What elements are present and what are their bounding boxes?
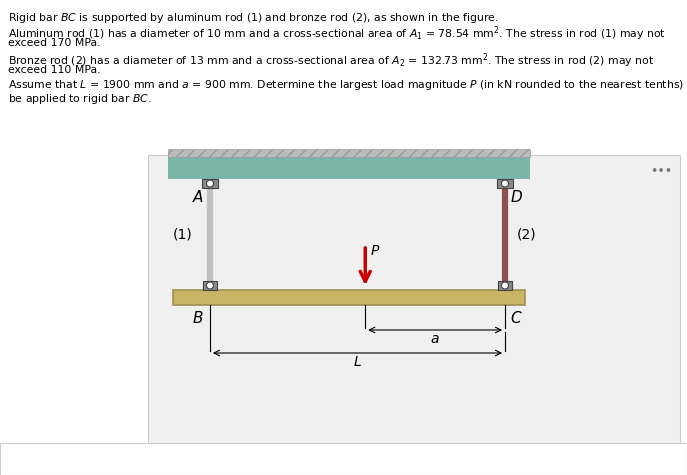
Bar [173, 290, 525, 305]
Text: Rigid bar $BC$ is supported by aluminum rod (1) and bronze rod (2), as shown in : Rigid bar $BC$ is supported by aluminum … [8, 11, 499, 25]
Bar [0, 443, 687, 475]
Text: •••: ••• [650, 165, 672, 178]
Text: Aluminum rod (1) has a diameter of 10 mm and a cross-sectional area of $A_1$ = 7: Aluminum rod (1) has a diameter of 10 mm… [8, 25, 666, 43]
Circle shape [502, 180, 508, 187]
FancyBboxPatch shape [497, 179, 513, 188]
Text: exceed 110 MPa.: exceed 110 MPa. [8, 65, 100, 75]
Text: $D$: $D$ [510, 189, 523, 205]
Text: exceed 170 MPa.: exceed 170 MPa. [8, 38, 100, 48]
FancyBboxPatch shape [203, 281, 217, 290]
FancyBboxPatch shape [498, 281, 512, 290]
Circle shape [502, 282, 508, 289]
Text: $P$: $P$ [370, 244, 381, 258]
Text: Bronze rod (2) has a diameter of 13 mm and a cross-sectional area of $A_2$ = 132: Bronze rod (2) has a diameter of 13 mm a… [8, 51, 654, 70]
Bar [168, 149, 530, 157]
Text: (1): (1) [172, 228, 192, 241]
Text: be applied to rigid bar $BC$.: be applied to rigid bar $BC$. [8, 92, 152, 106]
FancyBboxPatch shape [202, 179, 218, 188]
Bar [168, 157, 530, 179]
Text: $B$: $B$ [192, 310, 204, 326]
Circle shape [207, 180, 214, 187]
Text: $a$: $a$ [430, 332, 440, 346]
Text: (2): (2) [517, 228, 537, 241]
Circle shape [207, 282, 214, 289]
Text: Assume that $L$ = 1900 mm and $a$ = 900 mm. Determine the largest load magnitude: Assume that $L$ = 1900 mm and $a$ = 900 … [8, 78, 687, 93]
Text: $L$: $L$ [353, 355, 362, 369]
Bar [148, 155, 680, 465]
Text: Add your answer: Add your answer [10, 453, 115, 465]
Text: $C$: $C$ [510, 310, 523, 326]
Text: $A$: $A$ [192, 189, 204, 205]
